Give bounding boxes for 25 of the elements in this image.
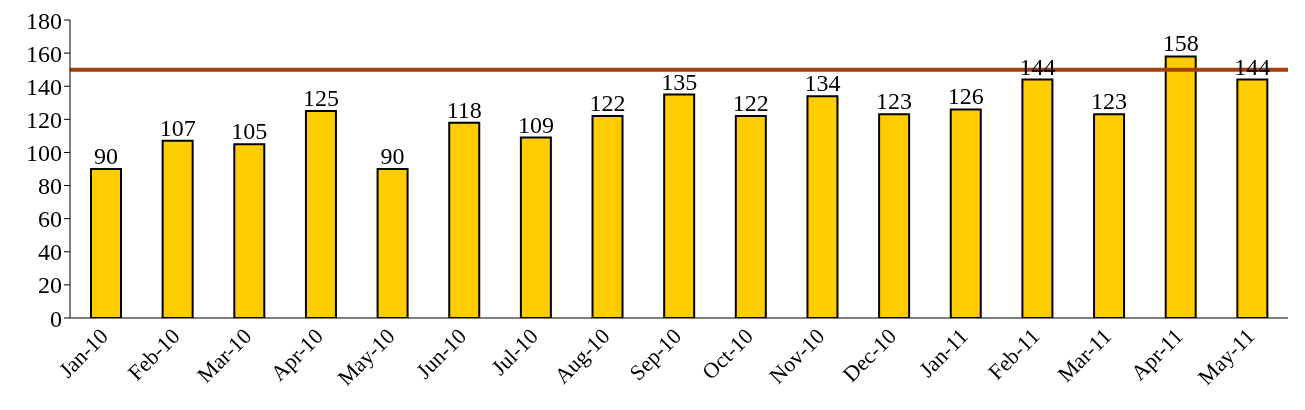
data-label: 126 — [947, 83, 984, 110]
data-label: 135 — [661, 68, 698, 95]
y-tick-label: 100 — [26, 139, 62, 166]
data-label: 90 — [380, 143, 405, 169]
data-label: 118 — [446, 96, 482, 123]
data-label: 122 — [589, 90, 626, 117]
data-label: 123 — [876, 88, 913, 115]
data-label: 109 — [517, 111, 554, 138]
y-tick-label: 20 — [38, 272, 62, 299]
data-label: 90 — [94, 143, 118, 169]
data-label: 158 — [1162, 30, 1199, 57]
data-label: 123 — [1091, 88, 1128, 115]
data-label: 107 — [159, 114, 196, 141]
data-label: 134 — [804, 70, 841, 97]
data-label: 122 — [732, 90, 769, 117]
data-label: 105 — [231, 118, 268, 145]
y-tick-label: 80 — [38, 173, 62, 200]
y-tick-label: 60 — [38, 206, 62, 233]
y-tick-label: 140 — [26, 73, 62, 100]
y-tick-label: 0 — [50, 305, 62, 332]
y-tick-label: 160 — [26, 40, 62, 67]
data-label: 125 — [302, 85, 339, 112]
y-tick-label: 40 — [38, 239, 62, 266]
y-tick-label: 120 — [26, 106, 62, 133]
y-tick-label: 180 — [26, 7, 62, 34]
